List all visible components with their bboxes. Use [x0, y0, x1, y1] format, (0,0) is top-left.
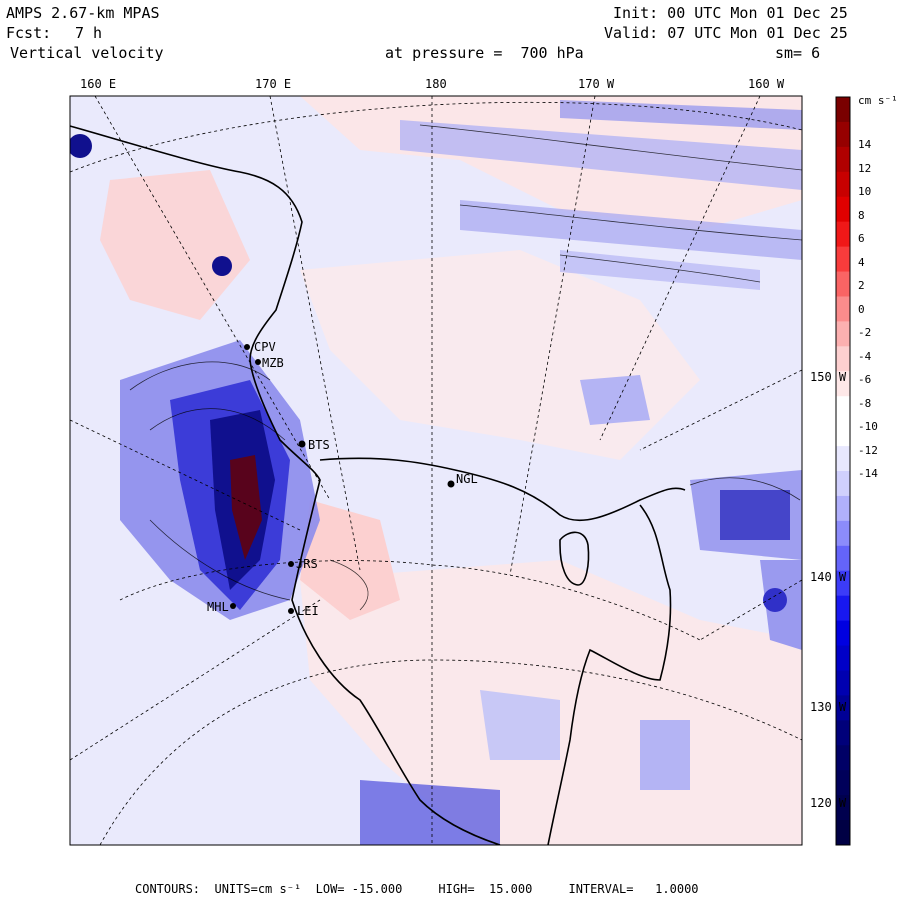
- colorbar-swatch: [836, 695, 850, 721]
- colorbar-tick-label: 10: [858, 185, 872, 198]
- colorbar-swatch: [836, 770, 850, 796]
- colorbar-swatch: [836, 371, 850, 397]
- colorbar-swatch: [836, 396, 850, 422]
- colorbar-tick-label: 6: [858, 232, 865, 245]
- colorbar-swatch: [836, 570, 850, 597]
- station-label: JRS: [296, 557, 318, 571]
- lat-label: 120 W: [810, 796, 847, 810]
- colorbar-tick-label: 8: [858, 208, 865, 222]
- lat-label: 140 W: [810, 570, 847, 584]
- colorbar-tick-label: -2: [858, 326, 872, 339]
- colorbar-swatch: [836, 246, 850, 273]
- colorbar-units: cm s⁻¹: [858, 94, 898, 107]
- colorbar-swatch: [836, 520, 850, 547]
- colorbar-swatch: [836, 196, 850, 223]
- colorbar-tick-label: 0: [858, 302, 865, 316]
- colorbar-swatch: [836, 346, 850, 372]
- lat-label: 150 W: [810, 370, 847, 384]
- vertical-velocity-field: [70, 96, 802, 845]
- colorbar-swatch: [836, 545, 850, 572]
- colorbar-tick-label: -6: [858, 373, 872, 386]
- colorbar-tick-label: -8: [858, 396, 872, 410]
- lon-label: 160 W: [748, 77, 785, 91]
- colorbar-swatch: [836, 795, 850, 821]
- lon-label: 170 W: [578, 77, 615, 91]
- colorbar-tick-label: 4: [858, 255, 865, 269]
- colorbar-swatch: [836, 620, 850, 647]
- station-label: NGL: [456, 472, 478, 486]
- colorbar-swatch: [836, 471, 850, 497]
- model-title: AMPS 2.67-km MPAS: [6, 4, 160, 22]
- colorbar-tick-label: 2: [858, 279, 865, 292]
- colorbar-swatch: [836, 296, 850, 322]
- colorbar-swatch: [836, 221, 850, 248]
- station-label: MZB: [262, 356, 284, 370]
- colorbar-swatch: [836, 271, 850, 297]
- colorbar-swatch: [836, 146, 850, 173]
- lat-label: 130 W: [810, 700, 847, 714]
- contour-info: CONTOURS: UNITS=cm s⁻¹ LOW= -15.000 HIGH…: [135, 882, 699, 896]
- colorbar-swatch: [836, 595, 850, 622]
- colorbar-swatch: [836, 645, 850, 671]
- pressure-level: at pressure = 700 hPa: [385, 44, 584, 62]
- colorbar: [836, 97, 850, 846]
- colorbar-swatch: [836, 745, 850, 771]
- colorbar-swatch: [836, 670, 850, 696]
- forecast-label: Fcst:: [6, 24, 52, 42]
- station-markers: [230, 344, 455, 614]
- station-label: MHL: [207, 600, 229, 614]
- lon-label: 170 E: [255, 77, 292, 91]
- station-label: LEI: [297, 604, 319, 618]
- colorbar-tick-label: -14: [858, 467, 878, 480]
- station-label: BTS: [308, 438, 330, 452]
- colorbar-tick-label: -12: [858, 443, 878, 457]
- colorbar-swatch: [836, 97, 850, 123]
- colorbar-swatch: [836, 171, 850, 198]
- colorbar-tick-label: -10: [858, 420, 878, 433]
- colorbar-swatch: [836, 446, 850, 472]
- forecast-hours: 7 h: [75, 24, 103, 42]
- lon-label: 180: [425, 77, 447, 91]
- colorbar-swatch: [836, 820, 850, 846]
- lon-label: 160 E: [80, 77, 117, 91]
- colorbar-tick-label: 12: [858, 161, 872, 175]
- field-name: Vertical velocity: [10, 44, 164, 62]
- colorbar-tick-label: -4: [858, 349, 872, 363]
- colorbar-swatch: [836, 720, 850, 746]
- colorbar-tick-label: 14: [858, 138, 872, 151]
- init-time: Init: 00 UTC Mon 01 Dec 25: [613, 4, 848, 22]
- colorbar-swatch: [836, 121, 850, 148]
- smoothing-value: sm= 6: [775, 44, 821, 62]
- colorbar-swatch: [836, 495, 850, 522]
- colorbar-swatch: [836, 321, 850, 347]
- colorbar-swatch: [836, 421, 850, 447]
- station-label: CPV: [254, 340, 276, 354]
- valid-time: Valid: 07 UTC Mon 01 Dec 25: [604, 24, 848, 42]
